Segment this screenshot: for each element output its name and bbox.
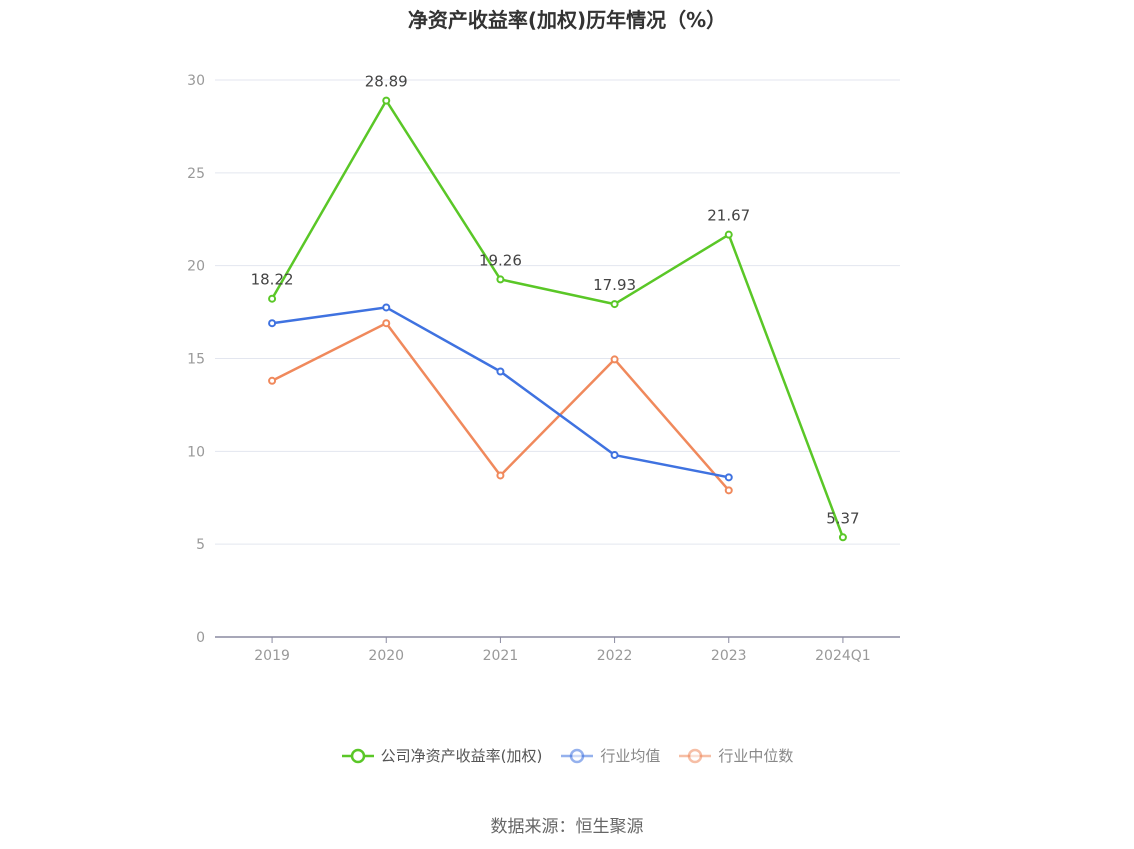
data-point bbox=[496, 275, 505, 284]
data-labels: 18.22 28.89 19.26 17.93 21.67 5.37 bbox=[251, 73, 860, 528]
y-tick-label: 20 bbox=[187, 259, 205, 275]
x-tick-label: 2022 bbox=[597, 648, 633, 664]
legend-item[interactable]: 公司净资产收益率(加权) bbox=[341, 745, 543, 766]
source-note: 数据来源：恒生聚源 bbox=[490, 817, 644, 837]
data-point bbox=[496, 367, 505, 376]
legend-label: 行业均值 bbox=[600, 747, 661, 765]
legend-marker-circle bbox=[350, 748, 365, 763]
data-label: 19.26 bbox=[479, 251, 522, 269]
data-label: 21.67 bbox=[707, 207, 750, 225]
data-label: 17.93 bbox=[593, 276, 636, 294]
axes: 0 5 10 15 20 25 30 2019 2020 2021 2022 2023 2024Q1 bbox=[187, 73, 900, 664]
y-tick-label: 0 bbox=[196, 630, 205, 646]
x-tick-label: 2019 bbox=[254, 648, 290, 664]
x-tick-label: 2023 bbox=[711, 648, 747, 664]
data-label: 28.89 bbox=[365, 73, 408, 91]
series-line bbox=[271, 99, 845, 538]
y-tick-label: 25 bbox=[187, 166, 205, 182]
legend-item[interactable]: 行业中位数 bbox=[678, 745, 793, 766]
x-tick-label: 2020 bbox=[368, 648, 404, 664]
data-point bbox=[610, 355, 619, 364]
data-point bbox=[724, 230, 733, 239]
data-point bbox=[268, 319, 277, 328]
data-point bbox=[382, 96, 391, 105]
legend-marker-icon bbox=[341, 748, 374, 763]
data-label: 5.37 bbox=[826, 509, 859, 527]
data-point bbox=[268, 376, 277, 385]
series-line bbox=[271, 321, 730, 492]
x-tick-label: 2021 bbox=[483, 648, 519, 664]
data-point bbox=[724, 473, 733, 482]
legend-item[interactable]: 行业均值 bbox=[560, 745, 660, 766]
data-point bbox=[496, 471, 505, 480]
legend-label: 行业中位数 bbox=[718, 747, 794, 765]
data-point bbox=[838, 533, 847, 542]
data-point bbox=[610, 451, 619, 460]
data-point bbox=[610, 300, 619, 309]
legend-label: 公司净资产收益率(加权) bbox=[380, 747, 543, 765]
grid-lines bbox=[215, 79, 900, 545]
series-line bbox=[271, 306, 729, 479]
series bbox=[268, 96, 847, 542]
legend: 公司净资产收益率(加权) 行业均值 行业中位数 bbox=[0, 745, 1134, 766]
data-point bbox=[268, 294, 277, 303]
data-point bbox=[724, 486, 733, 495]
x-tick-label: 2024Q1 bbox=[815, 648, 871, 664]
y-tick-label: 15 bbox=[187, 352, 205, 368]
chart-title: 净资产收益率(加权)历年情况（%） bbox=[407, 8, 727, 32]
data-point bbox=[382, 303, 391, 312]
legend-marker-icon bbox=[561, 748, 594, 763]
legend-marker-icon bbox=[679, 748, 712, 763]
y-tick-label: 10 bbox=[187, 444, 205, 460]
y-tick-label: 30 bbox=[187, 73, 205, 89]
legend-marker-circle bbox=[688, 748, 703, 763]
data-point bbox=[382, 319, 391, 328]
legend-marker-circle bbox=[570, 748, 585, 763]
data-label: 18.22 bbox=[251, 271, 294, 289]
y-tick-label: 5 bbox=[196, 537, 205, 553]
